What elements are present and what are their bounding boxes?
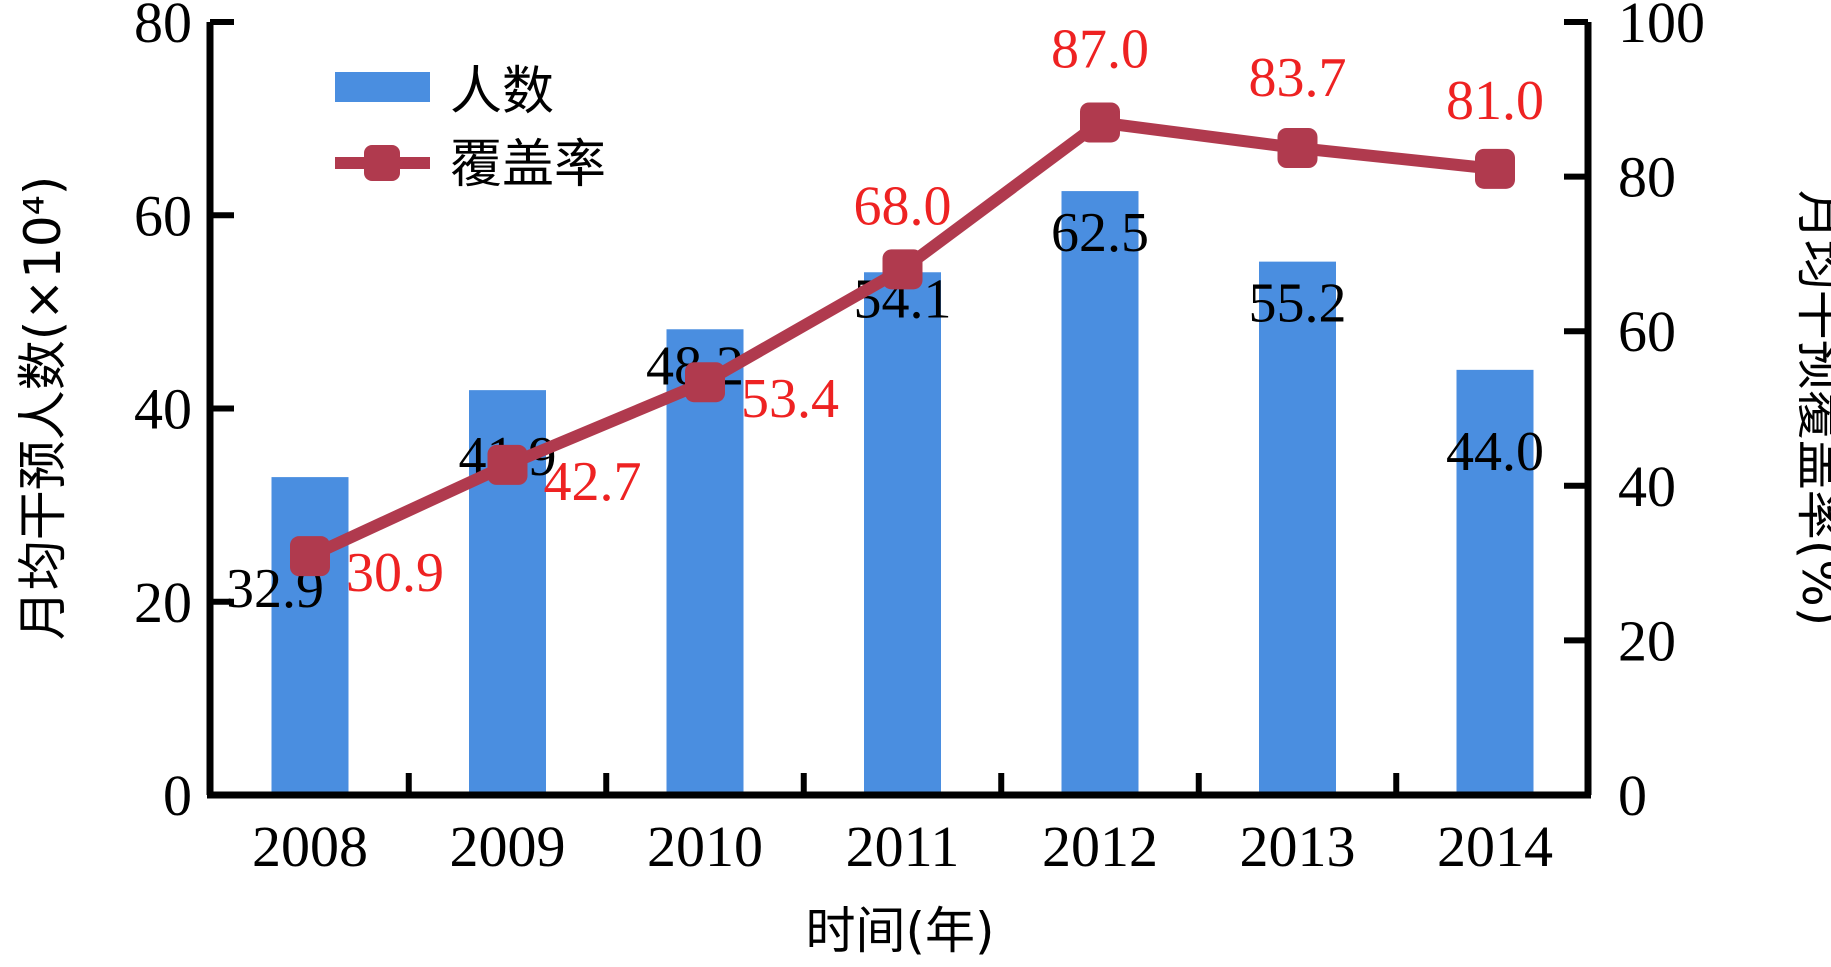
line-marker-2010 (685, 362, 725, 403)
right-y-axis-title: 月均干预覆盖率(%) (1791, 190, 1831, 627)
line-label-2014: 81.0 (1446, 70, 1544, 132)
line-label-2012: 87.0 (1051, 18, 1149, 80)
right-tick-label-100: 100 (1618, 0, 1705, 55)
line-marker-2012 (1080, 102, 1120, 143)
line-marker-2014 (1475, 148, 1515, 189)
line-marker-2009 (487, 444, 528, 485)
line-label-2008: 30.9 (346, 542, 444, 604)
line-label-2009: 42.7 (544, 451, 642, 513)
x-tick-label-2011: 2011 (846, 814, 960, 879)
right-tick-label-80: 80 (1618, 145, 1676, 210)
x-tick-label-2014: 2014 (1437, 814, 1553, 879)
line-data-labels: 30.9 42.7 53.4 68.0 87.0 83.7 81.0 (346, 18, 1544, 604)
line-label-2013: 83.7 (1249, 47, 1347, 109)
line-marker-2011 (882, 249, 923, 290)
bar-2013 (1259, 261, 1336, 795)
left-tick-label-80: 80 (134, 0, 192, 55)
legend: 人数 覆盖率 (335, 62, 606, 195)
left-tick-label-60: 60 (134, 183, 192, 248)
left-y-ticks: 0 20 40 60 80 (134, 0, 234, 828)
x-tick-label-2009: 2009 (450, 814, 566, 879)
line-label-2010: 53.4 (741, 368, 839, 430)
legend-bar-swatch (335, 72, 430, 102)
x-ticks: 2008 2009 2010 2011 2012 2013 2014 (252, 773, 1553, 879)
legend-line-marker (364, 145, 400, 181)
right-y-ticks: 0 20 40 60 80 100 (1564, 0, 1705, 828)
line-label-2011: 68.0 (854, 175, 952, 237)
left-tick-label-20: 20 (134, 570, 192, 635)
left-tick-label-0: 0 (163, 763, 192, 828)
legend-line-label: 覆盖率 (450, 135, 606, 195)
x-tick-label-2008: 2008 (252, 814, 368, 879)
bar-label-2012: 62.5 (1051, 202, 1149, 264)
x-tick-label-2013: 2013 (1240, 814, 1356, 879)
bar-label-2013: 55.2 (1249, 273, 1347, 335)
left-tick-label-40: 40 (134, 377, 192, 442)
right-tick-label-20: 20 (1618, 608, 1676, 673)
bar-2008 (271, 477, 349, 795)
legend-bar-label: 人数 (450, 62, 554, 122)
bar-label-2014: 44.0 (1446, 421, 1544, 483)
x-tick-label-2010: 2010 (647, 814, 763, 879)
line-series (290, 102, 1515, 577)
right-tick-label-40: 40 (1618, 454, 1676, 519)
bar-2012 (1061, 191, 1139, 795)
bar-2010 (666, 329, 744, 795)
left-y-axis-title: 月均干预人数(×10⁴) (14, 176, 72, 641)
x-tick-label-2012: 2012 (1042, 814, 1158, 879)
line-marker-2008 (290, 536, 330, 577)
bar-2014 (1456, 369, 1534, 795)
x-axis-title: 时间(年) (805, 902, 994, 960)
line-marker-2013 (1277, 127, 1318, 168)
right-tick-label-0: 0 (1618, 763, 1647, 828)
right-tick-label-60: 60 (1618, 299, 1676, 364)
bar-2011 (864, 272, 941, 795)
